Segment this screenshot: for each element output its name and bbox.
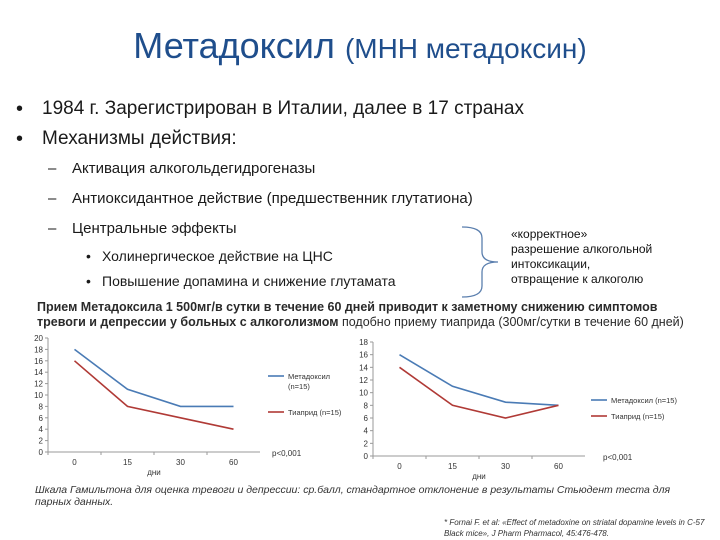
y-tick-label: 2 — [364, 439, 369, 448]
y-tick-label: 20 — [34, 334, 43, 343]
x-tick-label: 30 — [501, 462, 510, 471]
series-line-metadoxil — [74, 348, 234, 408]
y-tick-label: 4 — [364, 427, 369, 436]
bullet-mechanisms: Механизмы действия: — [10, 124, 710, 154]
legend-label-cont: (n=15) — [288, 382, 310, 391]
y-tick-label: 18 — [359, 338, 368, 347]
y-tick-label: 14 — [34, 368, 43, 377]
y-tick-label: 8 — [364, 401, 369, 410]
x-axis-label: дни — [147, 468, 161, 477]
legend-label: Метадоксил — [288, 372, 330, 381]
y-tick-label: 14 — [359, 363, 368, 372]
chart-caption: Прием Метадоксила 1 500мг/в сутки в тече… — [37, 300, 697, 330]
p-value-annotation: p<0,001 — [603, 453, 633, 462]
y-tick-label: 12 — [34, 380, 43, 389]
series-line-tiaprid — [73, 360, 234, 430]
x-tick-label: 15 — [123, 458, 132, 467]
y-tick-label: 0 — [364, 452, 369, 461]
subsub-bullet-dopamine: Повышение допамина и снижение глутамата — [10, 269, 710, 294]
x-tick-label: 15 — [448, 462, 457, 471]
caption-normal: подобно приему тиаприда (300мг/сутки в т… — [338, 315, 684, 329]
note-line: интоксикации, — [511, 257, 591, 271]
curly-brace — [461, 226, 499, 298]
bullet-list: 1984 г. Зарегистрирован в Италии, далее … — [10, 94, 710, 294]
legend-label: Тиаприд (n=15) — [288, 408, 342, 417]
x-tick-label: 30 — [176, 458, 185, 467]
sub-bullet-adh: Активация алкогольдегидрогеназы — [10, 154, 710, 184]
p-value-annotation: p<0,001 — [272, 449, 302, 458]
page-title: Метадоксил (МНН метадоксин) — [0, 24, 720, 71]
note-line: разрешение алкогольной — [511, 242, 653, 256]
y-tick-label: 10 — [34, 391, 43, 400]
y-tick-label: 12 — [359, 376, 368, 385]
bullet-registration: 1984 г. Зарегистрирован в Италии, далее … — [10, 94, 710, 124]
y-tick-label: 4 — [39, 425, 44, 434]
caption-bold: Прием Метадоксила 1 500мг/в сутки в тече… — [37, 300, 658, 329]
y-tick-label: 16 — [34, 357, 43, 366]
x-tick-label: 0 — [397, 462, 402, 471]
y-tick-label: 6 — [39, 414, 44, 423]
x-axis-label: дни — [472, 472, 486, 481]
legend-label: Тиаприд (n=15) — [611, 412, 665, 421]
y-tick-label: 10 — [359, 389, 368, 398]
y-tick-label: 2 — [39, 437, 44, 446]
title-main: Метадоксил — [133, 25, 335, 66]
title-sub: (МНН метадоксин) — [344, 33, 587, 64]
series-line-tiaprid — [399, 366, 559, 419]
chart-right: 0 2 4 6 8 10 12 14 16 18 0 15 30 60 дни Метадоксил (n=1… — [359, 338, 677, 481]
y-tick-label: 8 — [39, 402, 44, 411]
x-tick-label: 60 — [554, 462, 563, 471]
subsub-bullet-cholinergic: Холинергическое действие на ЦНС — [10, 244, 710, 269]
y-tick-label: 6 — [364, 414, 369, 423]
x-tick-label: 0 — [72, 458, 77, 467]
chart-left: 0 2 4 6 8 10 12 14 16 18 20 0 15 30 60 дни Метадоксил(n=… — [34, 334, 342, 477]
reference: * Fornai F. et al: «Effect of metadoxine… — [444, 518, 705, 538]
y-tick-label: 18 — [34, 345, 43, 354]
effect-note: «корректное» разрешение алкогольной инто… — [511, 227, 711, 287]
y-tick-label: 16 — [359, 351, 368, 360]
series-line-metadoxil — [399, 354, 559, 407]
footnote: Шкала Гамильтона для оценка тревоги и де… — [35, 484, 671, 508]
y-tick-label: 0 — [39, 448, 44, 457]
sub-bullet-central: Центральные эффекты — [10, 214, 710, 244]
legend-label: Метадоксил (n=15) — [611, 396, 677, 405]
sub-bullet-antioxidant: Антиоксидантное действие (предшественник… — [10, 184, 710, 214]
x-tick-label: 60 — [229, 458, 238, 467]
note-line: «корректное» — [511, 227, 588, 241]
note-line: отвращение к алкоголю — [511, 272, 644, 286]
